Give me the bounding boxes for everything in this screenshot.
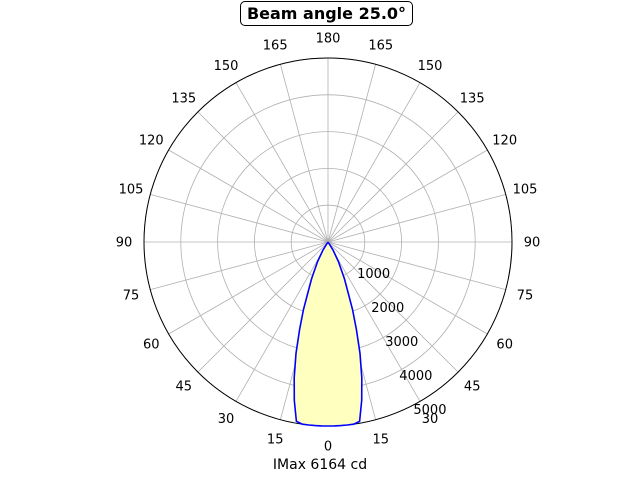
- beam-fill: [294, 242, 362, 426]
- angle-grid-line: [327, 149, 488, 243]
- angle-grid-line: [197, 241, 329, 373]
- angle-grid-line: [327, 241, 488, 335]
- angle-tick-label: 105: [119, 183, 144, 198]
- angle-tick-label: 90: [524, 236, 541, 251]
- beam-line: [293, 241, 363, 427]
- angle-tick-label: 105: [513, 183, 538, 198]
- angle-tick-label: 15: [267, 433, 284, 448]
- radial-tick-label: 5000: [413, 403, 446, 418]
- angle-tick-label: 150: [418, 59, 443, 74]
- radial-tick-label: 4000: [399, 369, 432, 384]
- angle-tick-label: 180: [316, 32, 341, 47]
- x-axis-label: IMax 6164 cd: [272, 457, 368, 473]
- angle-tick-label: 150: [214, 59, 239, 74]
- radial-tick-label: 3000: [385, 335, 418, 350]
- radial-tick-label: 2000: [371, 301, 404, 316]
- angle-tick-label: 30: [422, 412, 439, 427]
- angle-tick-label: 60: [496, 338, 513, 353]
- angle-tick-label: 45: [176, 380, 193, 395]
- angle-grid-line: [327, 82, 421, 243]
- angle-tick-label: 60: [143, 338, 160, 353]
- angle-grid-line: [235, 241, 329, 402]
- angle-tick-label: 120: [492, 134, 517, 149]
- angle-grid-line: [327, 241, 459, 373]
- angle-grid-line: [327, 193, 506, 243]
- angle-tick-label: 45: [464, 380, 481, 395]
- angle-tick-label: 135: [460, 91, 485, 106]
- angle-grid-line: [150, 193, 329, 243]
- angle-grid-line: [168, 241, 329, 335]
- angle-grid-line: [327, 111, 459, 243]
- angle-grid-line: [279, 64, 329, 243]
- angle-tick-label: 135: [171, 91, 196, 106]
- angle-grid-line: [197, 111, 329, 243]
- angle-tick-label: 15: [373, 433, 390, 448]
- tick-labels: 180 1651501351201059075604530150153045607…: [116, 32, 541, 455]
- angle-tick-label: 165: [263, 39, 288, 54]
- angle-tick-label: 165: [368, 39, 393, 54]
- angle-tick-label: 75: [123, 288, 140, 303]
- angle-tick-label: 90: [116, 236, 133, 251]
- angle-grid-line: [168, 149, 329, 243]
- beam-series: [293, 241, 363, 427]
- angle-tick-label: 75: [517, 288, 534, 303]
- angle-grid-line: [150, 241, 329, 291]
- angle-tick-label: 120: [139, 134, 164, 149]
- angle-tick-label: 30: [218, 412, 235, 427]
- angle-tick-label: 0: [324, 440, 332, 455]
- chart-title: Beam angle 25.0°: [240, 1, 413, 26]
- radial-tick-label: 1000: [357, 267, 390, 282]
- angle-grid-line: [327, 241, 506, 291]
- angle-grid-line: [235, 82, 329, 243]
- angle-grid-line: [327, 64, 377, 243]
- angle-grid-line: [327, 241, 421, 402]
